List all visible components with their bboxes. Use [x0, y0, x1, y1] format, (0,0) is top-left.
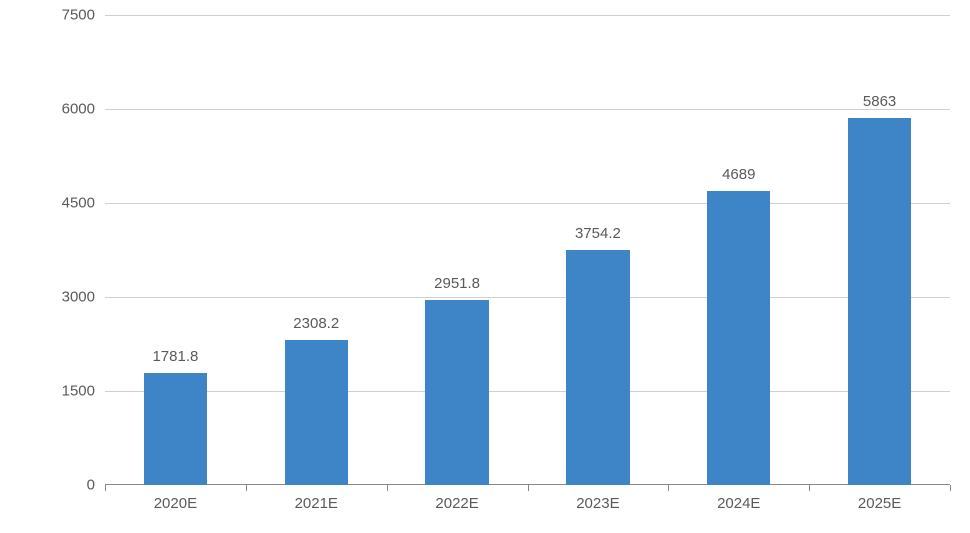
y-tick-label: 7500 — [45, 7, 95, 24]
x-tick — [387, 485, 388, 491]
gridline — [105, 297, 950, 298]
bar-value-label: 2308.2 — [293, 315, 339, 332]
x-tick — [809, 485, 810, 491]
x-tick-label: 2025E — [858, 495, 901, 512]
x-tick-label: 2021E — [295, 495, 338, 512]
bar — [566, 250, 629, 485]
gridline — [105, 109, 950, 110]
x-tick — [105, 485, 106, 491]
x-tick-label: 2020E — [154, 495, 197, 512]
gridline — [105, 203, 950, 204]
bar-chart: 1781.82308.22951.83754.246895863 0150030… — [50, 10, 950, 520]
y-tick-label: 4500 — [45, 195, 95, 212]
x-tick-label: 2022E — [435, 495, 478, 512]
y-tick-label: 6000 — [45, 101, 95, 118]
x-tick-label: 2023E — [576, 495, 619, 512]
bar — [425, 300, 488, 485]
y-tick-label: 3000 — [45, 289, 95, 306]
gridline — [105, 15, 950, 16]
bar — [707, 191, 770, 485]
y-tick-label: 1500 — [45, 383, 95, 400]
bar-value-label: 2951.8 — [434, 275, 480, 292]
bar — [848, 118, 911, 485]
gridline — [105, 391, 950, 392]
bar — [144, 373, 207, 485]
bar-value-label: 3754.2 — [575, 225, 621, 242]
y-tick-label: 0 — [45, 477, 95, 494]
bar-value-label: 1781.8 — [152, 348, 198, 365]
x-tick — [246, 485, 247, 491]
bar-value-label: 5863 — [863, 93, 896, 110]
bar-value-label: 4689 — [722, 166, 755, 183]
bar — [285, 340, 348, 485]
x-tick — [950, 485, 951, 491]
x-tick-label: 2024E — [717, 495, 760, 512]
x-tick — [528, 485, 529, 491]
plot-area: 1781.8 2308.2 2951.8 3754.2 4689 5863 — [105, 15, 950, 485]
x-tick — [668, 485, 669, 491]
